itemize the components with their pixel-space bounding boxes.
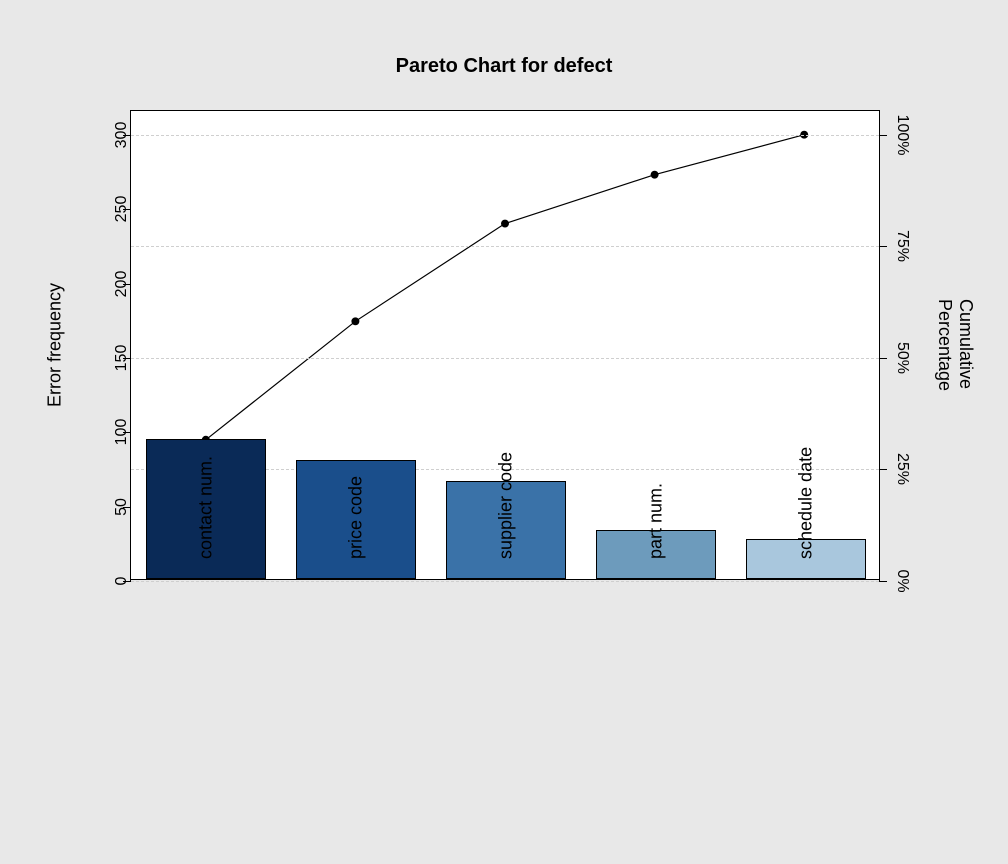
plot-area: 0501001502002503000%25%50%75%100%contact… [130, 110, 880, 580]
y-left-axis-line [130, 135, 131, 581]
y-left-tick-label: 0 [99, 577, 131, 586]
gridline [131, 358, 879, 359]
x-category-label: schedule date [796, 447, 817, 579]
y-right-tick-label: 100% [879, 114, 911, 155]
gridline [131, 246, 879, 247]
gridline [131, 135, 879, 136]
y-left-tick-label: 250 [99, 196, 131, 223]
y-right-tick-label: 75% [879, 230, 911, 262]
x-category-label: contact num. [196, 456, 217, 579]
y-right-tick-label: 50% [879, 342, 911, 374]
chart-title: Pareto Chart for defect [0, 55, 1008, 78]
y-left-tick-label: 200 [99, 270, 131, 297]
cumulative-point [351, 317, 359, 325]
y-left-tick-label: 100 [99, 419, 131, 446]
y-axis-right-label: Cumulative Percentage [934, 299, 976, 391]
x-category-label: part num. [646, 483, 667, 579]
y-left-tick-label: 150 [99, 345, 131, 372]
x-category-label: supplier code [496, 452, 517, 579]
cumulative-point [651, 171, 659, 179]
cumulative-point [501, 220, 509, 228]
x-category-label: price code [346, 476, 367, 579]
y-right-tick-label: 0% [879, 569, 911, 592]
y-left-tick-label: 300 [99, 121, 131, 148]
y-right-tick-label: 25% [879, 453, 911, 485]
cumulative-line [206, 135, 804, 440]
y-axis-left-label: Error frequency [45, 283, 66, 407]
y-right-axis-line [879, 135, 880, 581]
pareto-chart: Pareto Chart for defect Error frequency … [0, 0, 1008, 864]
y-left-tick-label: 50 [99, 498, 131, 516]
gridline [131, 581, 879, 582]
